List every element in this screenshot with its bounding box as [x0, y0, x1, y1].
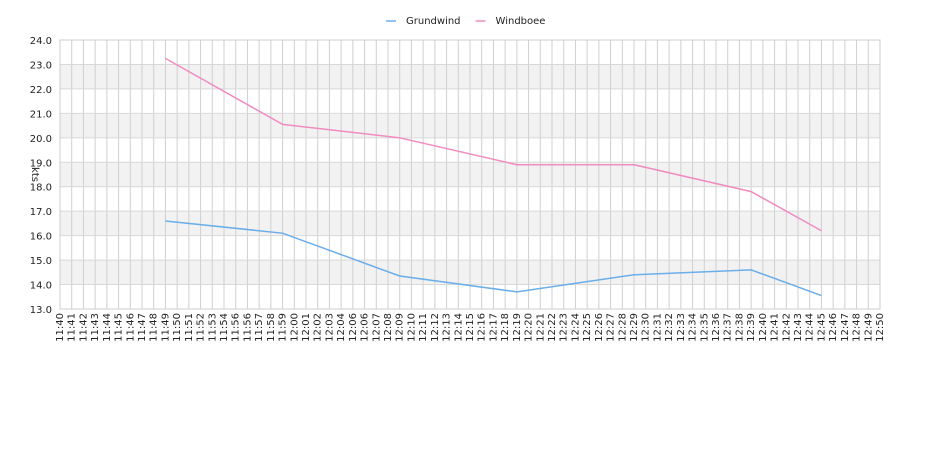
x-tick-label: 12:37 — [723, 313, 734, 342]
x-tick-label: 12:39 — [746, 313, 757, 342]
x-tick-label: 11:57 — [254, 313, 265, 342]
x-tick-label: 12:08 — [383, 313, 394, 342]
x-tick-label: 12:12 — [430, 313, 441, 342]
y-tick-label: 18.0 — [30, 183, 52, 194]
x-tick-label: 12:07 — [371, 313, 382, 342]
x-tick-label: 12:48 — [852, 313, 863, 342]
x-tick-label: 11:56 — [231, 313, 242, 342]
x-tick-label: 12:46 — [828, 313, 839, 342]
x-tick-label: 11:50 — [172, 313, 183, 342]
x-tick-label: 12:23 — [559, 313, 570, 342]
x-tick-label: 12:15 — [465, 313, 476, 342]
x-tick-label: 11:59 — [278, 313, 289, 342]
x-tick-label: 12:40 — [758, 313, 769, 342]
x-tick-label: 11:52 — [196, 313, 207, 342]
x-tick-label: 11:41 — [67, 313, 78, 342]
x-tick-label: 12:19 — [512, 313, 523, 342]
y-tick-label: 19.0 — [30, 158, 52, 169]
y-tick-label: 13.0 — [30, 305, 52, 316]
y-tick-label: 17.0 — [30, 207, 52, 218]
x-tick-label: 11:40 — [55, 313, 66, 342]
x-tick-label: 11:58 — [266, 313, 277, 342]
x-tick-label: 12:31 — [652, 313, 663, 342]
x-tick-label: 12:18 — [500, 313, 511, 342]
x-tick-label: 12:06 — [360, 313, 371, 342]
x-tick-label: 12:09 — [395, 313, 406, 342]
y-tick-label: 20.0 — [30, 134, 52, 145]
x-tick-label: 12:00 — [289, 313, 300, 342]
x-tick-label: 12:06 — [348, 313, 359, 342]
x-tick-label: 12:13 — [442, 313, 453, 342]
x-tick-label: 12:02 — [313, 313, 324, 342]
x-tick-label: 11:49 — [160, 313, 171, 342]
x-tick-label: 12:04 — [336, 313, 347, 342]
x-tick-label: 12:27 — [606, 313, 617, 342]
x-tick-label: 11:44 — [102, 313, 113, 342]
x-tick-label: 12:41 — [770, 313, 781, 342]
x-tick-label: 12:29 — [629, 313, 640, 342]
x-tick-label: 11:51 — [184, 313, 195, 342]
legend-label: Windboee — [496, 16, 546, 27]
x-tick-label: 12:26 — [594, 313, 605, 342]
x-tick-label: 12:03 — [324, 313, 335, 342]
x-tick-label: 12:14 — [453, 313, 464, 342]
x-tick-label: 12:22 — [547, 313, 558, 342]
x-tick-label: 12:28 — [617, 313, 628, 342]
x-tick-label: 12:21 — [535, 313, 546, 342]
x-tick-label: 12:32 — [664, 313, 675, 342]
x-tick-label: 12:38 — [734, 313, 745, 342]
x-tick-label: 12:24 — [570, 313, 581, 342]
line — [165, 220, 822, 297]
x-tick-label: 12:35 — [699, 313, 710, 342]
line — [165, 57, 822, 232]
x-tick-label: 11:48 — [149, 313, 160, 342]
x-tick-label: 12:17 — [488, 313, 499, 342]
x-tick-label: 11:47 — [137, 313, 148, 342]
y-tick-label: 15.0 — [30, 256, 52, 267]
x-tick-label: 12:49 — [863, 313, 874, 342]
x-tick-label: 12:25 — [582, 313, 593, 342]
x-tick-label: 12:10 — [406, 313, 417, 342]
x-tick-label: 12:16 — [477, 313, 488, 342]
x-tick-label: 11:54 — [219, 313, 230, 342]
plot-frame — [59, 39, 881, 310]
x-tick-label: 12:20 — [524, 313, 535, 342]
x-tick-label: 12:34 — [688, 313, 699, 342]
y-tick-label: 22.0 — [30, 85, 52, 96]
legend-label: Grundwind — [406, 16, 461, 27]
x-tick-label: 12:50 — [875, 313, 886, 342]
x-tick-label: 12:47 — [840, 313, 851, 342]
x-tick-label: 11:43 — [90, 313, 101, 342]
y-tick-label: 16.0 — [30, 232, 52, 243]
x-tick-label: 12:30 — [641, 313, 652, 342]
x-tick-label: 11:56 — [242, 313, 253, 342]
x-tick-label: 11:53 — [207, 313, 218, 342]
x-tick-label: 12:01 — [301, 313, 312, 342]
y-tick-label: 21.0 — [30, 109, 52, 120]
y-tick-label: 23.0 — [30, 60, 52, 71]
x-tick-label: 12:45 — [816, 313, 827, 342]
x-tick-label: 12:33 — [676, 313, 687, 342]
x-tick-label: 11:45 — [114, 313, 125, 342]
x-tick-label: 11:42 — [78, 313, 89, 342]
x-tick-label: 12:42 — [781, 313, 792, 342]
x-tick-label: 12:11 — [418, 313, 429, 342]
y-tick-label: 14.0 — [30, 281, 52, 292]
x-tick-label: 12:44 — [805, 313, 816, 342]
y-tick-label: 24.0 — [30, 36, 52, 47]
x-tick-label: 12:43 — [793, 313, 804, 342]
x-tick-label: 12:36 — [711, 313, 722, 342]
y-axis-label: kts — [29, 167, 40, 182]
x-tick-label: 11:46 — [125, 313, 136, 342]
